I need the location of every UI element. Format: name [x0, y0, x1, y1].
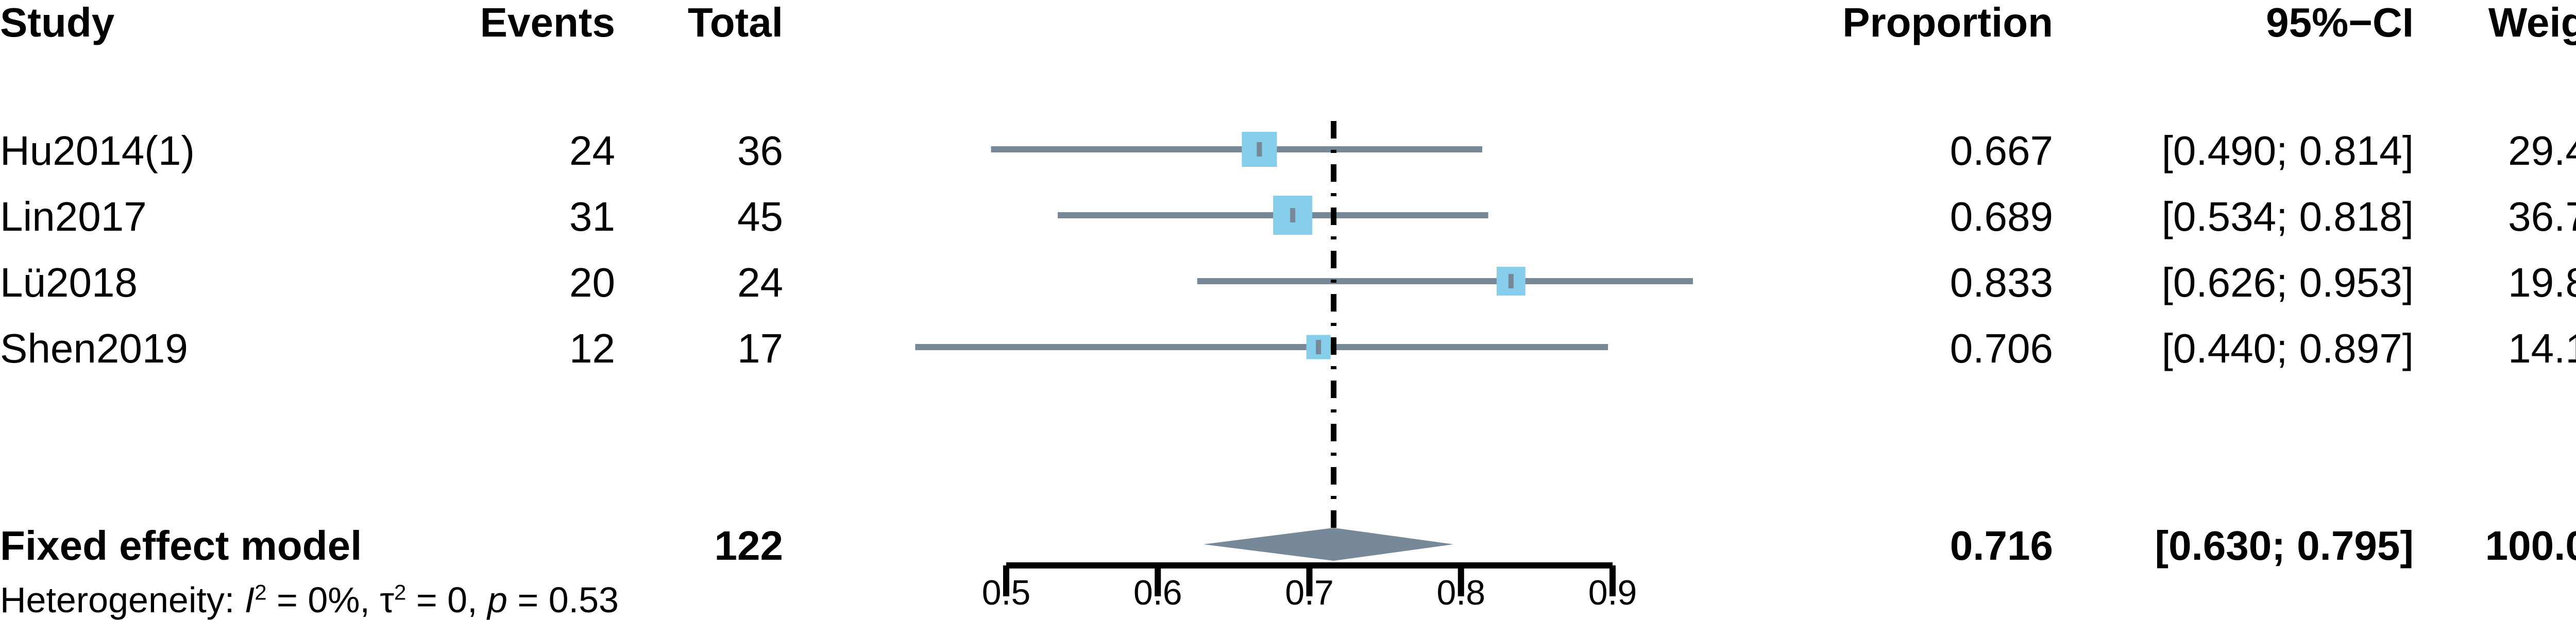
study-weight: 36.7%: [2508, 194, 2576, 239]
study-events: 20: [569, 260, 615, 305]
x-tick-label: 0.5: [982, 573, 1031, 608]
pooled-ci: [0.630; 0.795]: [2155, 523, 2414, 569]
study-proportion: 0.667: [1950, 128, 2053, 174]
study-weight: 29.4%: [2508, 128, 2576, 174]
study-events: 12: [569, 325, 615, 371]
pooled-diamond: [1203, 528, 1454, 561]
study-total: 45: [737, 194, 783, 239]
study-ci: [0.440; 0.897]: [2161, 325, 2414, 371]
study-events: 24: [569, 128, 615, 174]
tau-superscript: 2: [394, 580, 406, 605]
header-study: Study: [0, 0, 115, 45]
study-events: 31: [569, 194, 615, 239]
pooled-weight: 100.0%: [2485, 523, 2576, 569]
study-total: 36: [737, 128, 783, 174]
pooled-label: Fixed effect model: [0, 523, 362, 569]
study-ci: [0.534; 0.818]: [2161, 194, 2414, 239]
header-weight: Weight: [2488, 0, 2576, 45]
x-tick-label: 0.6: [1133, 573, 1182, 608]
study-proportion: 0.706: [1950, 325, 2053, 371]
study-proportion: 0.689: [1950, 194, 2053, 239]
i2-superscript: 2: [255, 580, 267, 605]
x-tick-label: 0.7: [1285, 573, 1334, 608]
study-ci: [0.626; 0.953]: [2161, 260, 2414, 305]
study-total: 24: [737, 260, 783, 305]
study-name: Lü2018: [0, 260, 138, 305]
study-name: Shen2019: [0, 325, 188, 371]
study-weight: 19.8%: [2508, 260, 2576, 305]
x-tick-label: 0.9: [1588, 573, 1637, 608]
header-total: Total: [687, 0, 783, 45]
header-ci: 95%−CI: [2266, 0, 2414, 45]
study-total: 17: [737, 325, 783, 371]
study-proportion: 0.833: [1950, 260, 2053, 305]
pooled-proportion: 0.716: [1950, 523, 2053, 569]
study-name: Hu2014(1): [0, 128, 195, 174]
header-proportion: Proportion: [1842, 0, 2053, 45]
study-ci: [0.490; 0.814]: [2161, 128, 2414, 174]
header-events: Events: [480, 0, 615, 45]
pooled-total: 122: [714, 523, 783, 569]
study-name: Lin2017: [0, 194, 147, 239]
study-weight: 14.1%: [2508, 325, 2576, 371]
x-tick-label: 0.8: [1436, 573, 1485, 608]
